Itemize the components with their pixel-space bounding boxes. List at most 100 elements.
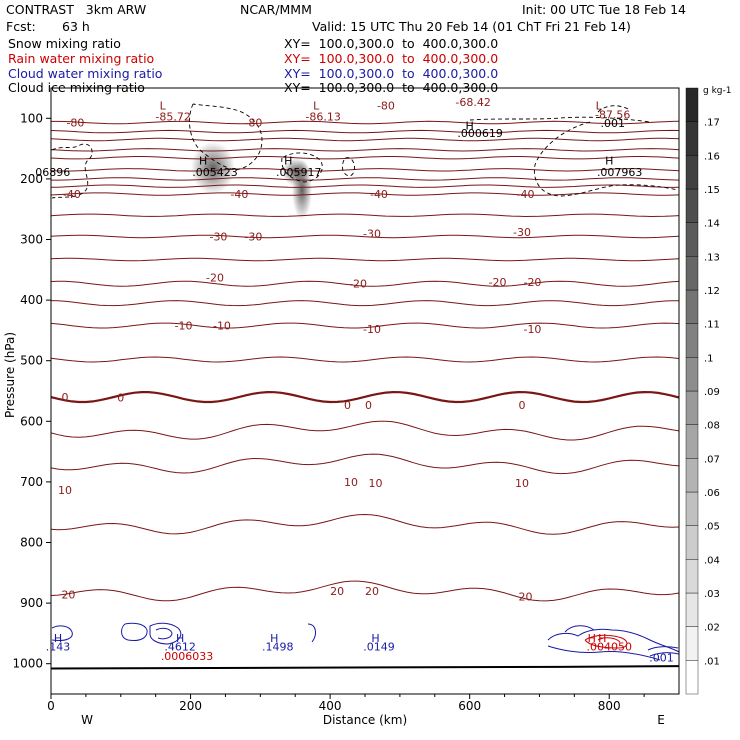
- contour-annotation: -20: [206, 272, 224, 285]
- colorbar-tick-label: .04: [704, 555, 720, 566]
- contour-annotation: -20: [489, 276, 507, 289]
- contour-annotation: L: [160, 100, 167, 113]
- x-right-end-label: E: [657, 713, 665, 727]
- colorbar-tick-label: .09: [704, 387, 720, 398]
- isotherm-m25: [51, 257, 679, 262]
- colorbar-swatch: [685, 256, 699, 291]
- contour-annotation: -10: [363, 323, 381, 336]
- colorbar-swatch: [685, 289, 699, 324]
- contour-annotation: .4612: [164, 641, 196, 654]
- colorbar-swatch: [685, 357, 699, 392]
- isotherm-20: [51, 580, 679, 602]
- colorbar-swatch: [685, 559, 699, 594]
- isotherm-m40: [51, 192, 679, 196]
- contour-annotation: .1498: [262, 641, 294, 654]
- contour-annotation: .000619: [457, 127, 503, 140]
- contour-annotation: .005423: [192, 166, 238, 179]
- contour-annotation: .001: [600, 117, 625, 130]
- colorbar-swatch: [685, 155, 699, 190]
- contour-annotation: -30: [513, 226, 531, 239]
- isotherm-0: [51, 390, 679, 404]
- x-axis-label: Distance (km): [323, 713, 407, 727]
- contour-annotation: 20: [518, 590, 532, 603]
- contour-annotation: -30: [363, 227, 381, 240]
- field-xy-cloud-water: XY= 100.0,300.0 to 400.0,300.0: [284, 66, 499, 81]
- contour-annotation: H: [466, 120, 474, 133]
- y-tick-label: 100: [20, 111, 43, 125]
- contour-annotation: L: [313, 100, 320, 113]
- colorbar-tick-label: .17: [704, 118, 720, 129]
- isotherm-m20: [51, 280, 679, 287]
- contour-annotation: -10: [213, 320, 231, 333]
- contour-annotation: -40: [370, 188, 388, 201]
- colorbar-swatch: [685, 458, 699, 493]
- isotherm-m70: [51, 137, 679, 142]
- contour-annotation: -80: [66, 117, 84, 130]
- isotherm-m5: [51, 356, 679, 363]
- contour-annotation: -68.42: [455, 96, 490, 109]
- contour-annotation: H: [54, 632, 62, 645]
- colorbar-tick-label: .07: [704, 454, 720, 465]
- x-tick-label: 600: [458, 699, 481, 713]
- colorbar-tick-label: .13: [704, 252, 720, 263]
- x-tick-label: 0: [47, 699, 55, 713]
- cloud-water-contours: [51, 622, 679, 661]
- colorbar-tick-label: .08: [704, 421, 720, 432]
- colorbar-swatch: [685, 525, 699, 560]
- colorbar-tick-label: .1: [704, 353, 714, 364]
- isotherm-5: [51, 420, 679, 441]
- colorbar-swatch: [685, 626, 699, 661]
- contour-annotation: H: [284, 155, 292, 168]
- colorbar-tick-label: .05: [704, 522, 720, 533]
- x-tick-label: 400: [319, 699, 342, 713]
- contour-annotation: -10: [523, 323, 541, 336]
- isotherm-m10: [51, 322, 679, 329]
- isotherm-m60: [51, 156, 679, 160]
- rain-water-contours: [584, 634, 628, 649]
- contour-annotation: -40: [517, 188, 535, 201]
- y-tick-label: 500: [20, 354, 43, 368]
- isotherm-m65: [51, 148, 679, 152]
- contour-annotation: .001: [649, 652, 674, 665]
- colorbar-swatch: [685, 323, 699, 358]
- isotherm-m55: [51, 168, 679, 172]
- y-tick-label: 200: [20, 172, 43, 186]
- y-tick-label: 300: [20, 233, 43, 247]
- contour-annotation: -86.13: [305, 110, 340, 123]
- colorbar-swatch: [685, 87, 699, 122]
- contour-annotation: 0: [61, 391, 68, 404]
- colorbar-tick-label: .02: [704, 623, 720, 634]
- valid-time: Valid: 15 UTC Thu 20 Feb 14 (01 ChT Fri …: [312, 19, 631, 34]
- y-tick-label: 400: [20, 293, 43, 307]
- isotherm-m15: [51, 300, 679, 307]
- contour-annotation: H: [598, 632, 606, 645]
- contour-annotation: -10: [175, 320, 193, 333]
- model-title: CONTRAST 3km ARW: [6, 2, 147, 17]
- contour-annotation: -80: [244, 117, 262, 130]
- forecast-hours: 63 h: [62, 19, 90, 34]
- contour-annotation: -40: [63, 188, 81, 201]
- colorbar-unit: g kg-1: [703, 86, 731, 96]
- colorbar-swatch: [685, 491, 699, 526]
- isotherm-m45: [51, 184, 679, 188]
- isotherm-m50: [51, 177, 679, 181]
- contour-annotation: -87.56: [595, 109, 630, 122]
- isotherm-m35: [51, 213, 679, 218]
- y-tick-label: 900: [20, 596, 43, 610]
- x-tick-label: 800: [598, 699, 621, 713]
- contour-annotation: -85.72: [155, 110, 190, 123]
- contour-annotation: .143: [46, 641, 71, 654]
- field-xy-snow: XY= 100.0,300.0 to 400.0,300.0: [284, 36, 499, 51]
- colorbar-tick-label: .03: [704, 589, 720, 600]
- contour-annotation: L: [596, 100, 603, 113]
- snow-shading: [191, 142, 312, 220]
- contour-annotation: 0: [344, 399, 351, 412]
- colorbar-tick-label: .01: [704, 656, 720, 667]
- contour-annotation: .0149: [363, 641, 395, 654]
- colorbar-tick-label: .15: [704, 185, 720, 196]
- contour-annotation: .005917: [276, 166, 322, 179]
- colorbar-tick-label: .11: [704, 320, 720, 331]
- y-axis-label: Pressure (hPa): [3, 332, 17, 418]
- contour-annotation: 10: [515, 477, 529, 490]
